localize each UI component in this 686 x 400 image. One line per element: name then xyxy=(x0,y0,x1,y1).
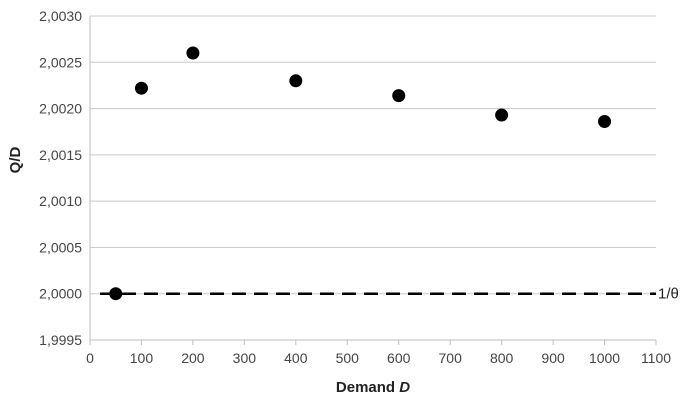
x-tick-label: 800 xyxy=(490,350,514,366)
y-axis-title: Q/D xyxy=(7,147,24,174)
x-axis-title-prefix: Demand xyxy=(336,379,399,396)
x-tick-label: 200 xyxy=(181,350,205,366)
data-point xyxy=(495,108,509,122)
data-point xyxy=(109,287,123,301)
reference-line-label: 1/θ xyxy=(658,286,679,303)
data-point xyxy=(186,46,200,60)
x-tick-label: 100 xyxy=(130,350,154,366)
y-axis: 1,9995 2,0000 2,0005 2,0010 2,0015 2,0020 2,00… xyxy=(39,8,91,348)
x-tick-label: 600 xyxy=(387,350,411,366)
x-tick-label: 1000 xyxy=(589,350,620,366)
y-tick-label: 1,9995 xyxy=(39,332,82,348)
data-point xyxy=(289,74,303,88)
data-point xyxy=(134,81,148,95)
y-tick-label: 2,0015 xyxy=(39,147,82,163)
data-point xyxy=(392,89,406,103)
x-axis-title-variable: D xyxy=(399,379,410,396)
x-tick-label: 700 xyxy=(439,350,463,366)
x-tick-label: 0 xyxy=(86,350,94,366)
y-tick-label: 2,0005 xyxy=(39,239,82,255)
x-tick-label: 900 xyxy=(541,350,565,366)
x-tick-label: 400 xyxy=(284,350,308,366)
x-tick-label: 500 xyxy=(336,350,360,366)
x-tick-label: 1100 xyxy=(641,350,671,366)
y-tick-label: 2,0000 xyxy=(39,286,82,302)
y-tick-label: 2,0020 xyxy=(39,101,82,117)
y-tick-label: 2,0010 xyxy=(39,193,82,209)
data-point xyxy=(598,115,612,129)
grid-lines xyxy=(90,15,656,341)
data-points xyxy=(109,46,612,301)
x-axis: 0 100 200 300 400 500 600 700 800 900 1000 1100 xyxy=(86,339,671,366)
reference-line-group: 1/θ xyxy=(100,286,679,303)
x-tick-label: 300 xyxy=(233,350,257,366)
x-axis-title: Demand D xyxy=(336,379,410,396)
y-tick-label: 2,0025 xyxy=(39,54,82,70)
y-tick-label: 2,0030 xyxy=(39,8,82,24)
